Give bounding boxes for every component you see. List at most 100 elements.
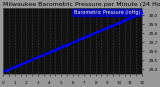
- Point: [51, 50, 54, 51]
- Point: [35, 57, 37, 58]
- Point: [96, 31, 99, 32]
- Point: [79, 38, 81, 39]
- Point: [110, 25, 112, 26]
- Point: [136, 14, 138, 15]
- Point: [84, 35, 87, 37]
- Point: [51, 50, 54, 51]
- Point: [39, 55, 42, 57]
- Point: [39, 55, 42, 56]
- Point: [94, 31, 96, 33]
- Point: [68, 43, 70, 45]
- Point: [86, 34, 89, 36]
- Point: [108, 26, 111, 27]
- Point: [38, 55, 40, 56]
- Point: [102, 28, 105, 29]
- Point: [14, 65, 17, 66]
- Point: [72, 41, 74, 42]
- Point: [65, 44, 68, 46]
- Point: [112, 23, 115, 25]
- Point: [82, 37, 85, 38]
- Point: [129, 17, 132, 18]
- Point: [92, 33, 95, 34]
- Point: [19, 64, 21, 65]
- Point: [88, 34, 90, 35]
- Point: [109, 25, 112, 27]
- Point: [135, 15, 137, 16]
- Point: [92, 33, 94, 34]
- Point: [4, 70, 7, 71]
- Point: [124, 19, 127, 20]
- Point: [20, 63, 22, 65]
- Point: [23, 62, 25, 63]
- Point: [137, 13, 140, 15]
- Point: [97, 31, 99, 32]
- Point: [89, 34, 92, 35]
- Point: [38, 55, 40, 56]
- Point: [92, 33, 94, 35]
- Point: [19, 64, 21, 65]
- Point: [15, 66, 17, 67]
- Point: [128, 17, 131, 18]
- Point: [9, 67, 12, 69]
- Point: [12, 66, 15, 68]
- Point: [111, 24, 114, 26]
- Point: [117, 22, 119, 24]
- Point: [41, 54, 44, 55]
- Point: [14, 66, 17, 67]
- Point: [75, 39, 78, 40]
- Point: [67, 42, 70, 44]
- Point: [132, 16, 135, 17]
- Point: [106, 26, 108, 28]
- Point: [26, 61, 28, 62]
- Point: [80, 37, 83, 38]
- Point: [62, 45, 64, 47]
- Point: [102, 29, 104, 30]
- Point: [45, 53, 48, 54]
- Point: [129, 17, 131, 19]
- Point: [3, 71, 6, 72]
- Point: [59, 46, 62, 48]
- Point: [16, 64, 19, 66]
- Point: [91, 33, 93, 35]
- Point: [5, 70, 8, 71]
- Point: [63, 45, 66, 47]
- Point: [10, 67, 12, 69]
- Point: [140, 12, 142, 13]
- Point: [53, 49, 55, 50]
- Point: [66, 44, 69, 46]
- Point: [134, 15, 136, 17]
- Point: [99, 29, 102, 30]
- Point: [136, 14, 139, 15]
- Point: [132, 17, 134, 18]
- Point: [9, 68, 12, 69]
- Point: [115, 23, 118, 25]
- Point: [138, 12, 140, 14]
- Point: [122, 20, 124, 22]
- Point: [78, 39, 80, 40]
- Point: [85, 35, 88, 37]
- Point: [72, 42, 74, 43]
- Point: [117, 22, 120, 23]
- Point: [5, 70, 7, 71]
- Point: [80, 38, 83, 39]
- Point: [85, 35, 87, 37]
- Point: [133, 16, 135, 17]
- Point: [134, 15, 137, 16]
- Point: [23, 62, 25, 63]
- Point: [74, 40, 76, 41]
- Point: [25, 60, 27, 62]
- Point: [20, 62, 23, 64]
- Point: [39, 56, 41, 57]
- Point: [102, 28, 104, 30]
- Point: [88, 34, 90, 35]
- Point: [105, 26, 108, 28]
- Point: [104, 28, 107, 29]
- Point: [108, 25, 111, 27]
- Point: [97, 31, 99, 32]
- Point: [53, 49, 56, 50]
- Point: [97, 30, 100, 31]
- Point: [55, 48, 58, 49]
- Point: [67, 43, 70, 44]
- Point: [90, 33, 93, 34]
- Point: [66, 44, 69, 45]
